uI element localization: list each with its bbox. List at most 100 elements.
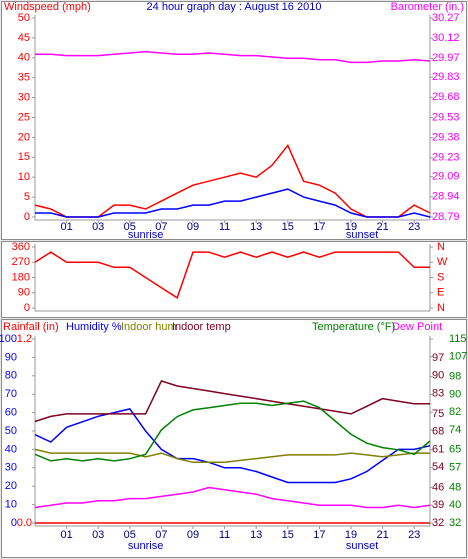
y3-tick-label: 0.0: [17, 517, 32, 529]
y2-tick-label: 28.94: [432, 191, 460, 203]
series-line: [34, 448, 430, 464]
x-tick-label: 01: [60, 221, 72, 233]
x-tick-label: 13: [250, 529, 262, 541]
y-tick-label: 90: [18, 287, 30, 299]
y-tick-label: 35: [18, 72, 30, 84]
y-tick-label: 50: [5, 425, 17, 437]
y-tick-label: 20: [5, 480, 17, 492]
y2-tick-label: 29.97: [432, 52, 460, 64]
series-line: [35, 188, 431, 218]
x-tick-label: 09: [187, 221, 199, 233]
x-tick-label: 19: [345, 529, 357, 541]
x-tick-label: 07: [155, 221, 167, 233]
legend-entry: Rainfall (in): [3, 321, 59, 333]
x-tick-label: 05: [124, 529, 136, 541]
x-tick-label: 21: [376, 529, 388, 541]
y2-tick-label: 74: [449, 424, 461, 436]
y-tick-label: 40: [18, 52, 30, 64]
legend-entry: Indoor hum: [121, 321, 177, 333]
y2-tick-label: 29.38: [432, 132, 460, 144]
x-tick-label: 17: [313, 221, 325, 233]
x-tick-label: 07: [155, 529, 167, 541]
y2-tick-label: N: [437, 302, 445, 314]
y4-tick-label: 61: [432, 443, 444, 455]
y-tick-label: 30: [5, 462, 17, 474]
wind-panel: [1, 1, 467, 240]
y4-tick-label: 90: [432, 370, 444, 382]
x-tick-label: 13: [250, 221, 262, 233]
y2-tick-label: E: [437, 287, 444, 299]
y4-tick-label: 54: [432, 461, 444, 473]
y4-tick-label: 39: [432, 499, 444, 511]
y-tick-label: 15: [18, 151, 30, 163]
y-tick-label: 20: [18, 131, 30, 143]
y-tick-label: 0: [24, 211, 30, 223]
x-tick-label: 15: [282, 529, 294, 541]
y-tick-label: 25: [18, 111, 30, 123]
y2-tick-label: 115: [449, 333, 467, 345]
x-tick-label: 19: [345, 221, 357, 233]
y2-tick-label: S: [437, 271, 444, 283]
temperature-panel: [1, 319, 467, 558]
x-tick-label: 03: [92, 221, 104, 233]
y2-tick-label: 28.79: [432, 211, 460, 223]
y-tick-label: 10: [18, 171, 30, 183]
y4-tick-label: 32: [432, 517, 444, 529]
y2-tick-label: N: [437, 241, 445, 253]
y-tick-label: 180: [12, 271, 30, 283]
annotation: sunset: [346, 229, 378, 241]
y4-tick-label: 97: [432, 352, 444, 364]
y2-tick-label: 90: [449, 388, 461, 400]
y2-tick-label: 29.53: [432, 111, 460, 123]
y-tick-label: 70: [5, 388, 17, 400]
y-tick-label: 60: [5, 407, 17, 419]
y-tick-label: 90: [5, 351, 17, 363]
y2-tick-label: 30.12: [432, 32, 460, 44]
y2-tick-label: 32: [449, 517, 461, 529]
x-tick-label: 15: [282, 221, 294, 233]
y2-tick-label: W: [437, 256, 448, 268]
y2-tick-label: 57: [449, 461, 461, 473]
y2-tick-label: 29.23: [432, 152, 460, 164]
annotation: sunrise: [128, 540, 163, 552]
series-line: [34, 486, 431, 509]
y4-tick-label: 75: [432, 408, 444, 420]
y-tick-label: 10: [5, 499, 17, 511]
x-tick-label: 05: [124, 221, 136, 233]
annotation: sunrise: [128, 229, 163, 241]
legend-entry: Humidity %: [66, 321, 122, 333]
y-tick-label: 50: [18, 12, 30, 24]
y2-axis-label: Barometer (in.): [391, 1, 464, 13]
y2-tick-label: 48: [449, 481, 461, 493]
y-tick-label: 0: [24, 302, 30, 314]
legend-entry: Temperature (°F): [312, 321, 395, 333]
y2-tick-label: 40: [449, 499, 461, 511]
y-tick-label: 360: [12, 241, 30, 253]
legend-entry: Indoor temp: [172, 321, 231, 333]
y2-tick-label: 29.68: [432, 91, 460, 103]
y-tick-label: 270: [12, 256, 30, 268]
series-line: [34, 400, 431, 462]
y2-tick-label: 65: [449, 444, 461, 456]
y-tick-label: 30: [18, 92, 30, 104]
y2-tick-label: 107: [449, 351, 467, 363]
x-tick-label: 21: [376, 221, 388, 233]
y2-tick-label: 29.09: [432, 171, 460, 183]
y-tick-label: 100: [0, 333, 17, 345]
x-tick-label: 11: [219, 221, 230, 233]
y2-tick-label: 98: [449, 371, 461, 383]
y-tick-label: 0: [11, 517, 17, 529]
series-line: [34, 379, 430, 423]
y2-tick-label: 29.83: [432, 71, 460, 83]
y2-tick-label: 30.27: [432, 12, 460, 24]
x-tick-label: 11: [219, 529, 230, 541]
y-tick-label: 40: [5, 443, 17, 455]
series-line: [34, 408, 431, 484]
direction-panel: [1, 241, 467, 318]
y4-tick-label: 46: [432, 481, 444, 493]
y2-tick-label: 82: [449, 406, 461, 418]
y-tick-label: 45: [18, 32, 30, 44]
y-tick-label: 80: [5, 370, 17, 382]
y4-tick-label: 68: [432, 426, 444, 438]
